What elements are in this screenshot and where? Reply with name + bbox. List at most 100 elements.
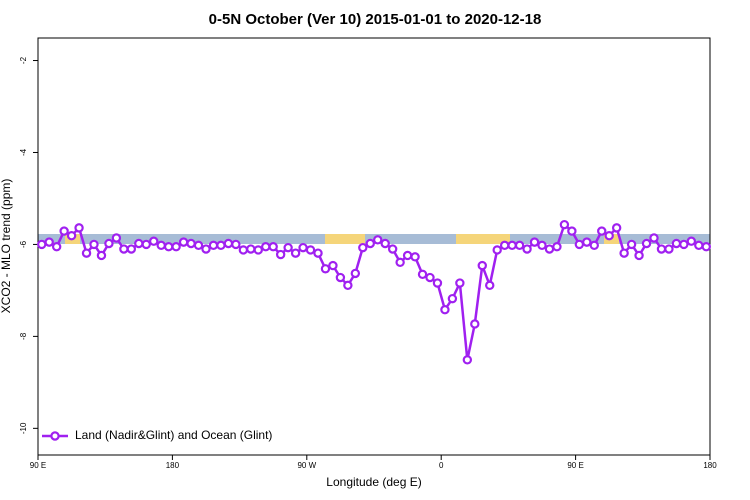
- data-point: [268, 242, 278, 252]
- data-point: [231, 239, 241, 250]
- data-point: [544, 244, 555, 254]
- chart-title: 0-5N October (Ver 10) 2015-01-01 to 2020…: [209, 11, 542, 28]
- data-point: [134, 238, 144, 249]
- data-point: [216, 240, 226, 251]
- data-point: [104, 238, 114, 249]
- data-point: [313, 248, 323, 258]
- data-point: [470, 319, 480, 329]
- data-point: [59, 226, 69, 236]
- data-point: [582, 237, 592, 247]
- y-tick-label: -8: [19, 332, 28, 340]
- data-point: [664, 244, 674, 254]
- y-axis-title: XCO2 - MLO trend (ppm): [0, 179, 13, 314]
- data-point: [193, 240, 204, 251]
- data-point: [298, 242, 308, 253]
- data-point: [402, 250, 413, 261]
- data-point: [74, 223, 84, 233]
- data-point: [343, 280, 353, 291]
- data-point: [141, 239, 151, 250]
- x-tick-label: 90 E: [30, 461, 46, 470]
- data-point: [253, 245, 263, 255]
- data-point: [238, 245, 249, 255]
- data-point: [552, 242, 562, 252]
- data-point: [178, 237, 189, 247]
- data-point: [417, 269, 428, 280]
- data-point: [656, 244, 667, 254]
- data-point: [485, 280, 495, 291]
- data-point: [574, 239, 585, 250]
- data-point: [694, 240, 704, 251]
- data-point: [350, 268, 361, 279]
- data-point: [37, 239, 47, 250]
- data-point: [163, 242, 174, 252]
- data-point: [208, 240, 219, 251]
- data-point: [373, 235, 383, 245]
- data-point: [626, 239, 637, 250]
- x-tick-label: 180: [703, 461, 717, 470]
- land-band: [325, 234, 365, 244]
- data-point: [537, 240, 547, 251]
- data-point: [149, 236, 159, 246]
- data-point: [119, 244, 129, 254]
- x-tick-label: 0: [439, 461, 444, 470]
- data-point: [66, 230, 77, 241]
- data-point: [455, 278, 465, 288]
- data-point: [275, 249, 286, 260]
- data-point: [246, 244, 256, 254]
- data-point: [335, 272, 346, 283]
- data-point: [559, 219, 570, 230]
- data-point: [186, 238, 196, 249]
- data-point: [425, 272, 435, 283]
- data-point: [619, 248, 629, 258]
- data-point: [387, 244, 398, 254]
- data-point: [44, 237, 54, 247]
- data-point: [514, 240, 525, 251]
- x-tick-label: 90 E: [567, 461, 583, 470]
- data-point: [492, 245, 502, 255]
- data-point: [81, 248, 92, 258]
- data-point: [328, 260, 338, 271]
- data-point: [686, 236, 697, 246]
- data-point: [410, 252, 420, 262]
- data-point: [358, 242, 368, 253]
- data-point: [649, 233, 659, 243]
- x-axis-title: Longitude (deg E): [326, 475, 421, 489]
- data-point: [51, 242, 62, 252]
- data-point: [499, 240, 510, 251]
- data-point: [171, 242, 181, 252]
- data-point: [290, 248, 301, 258]
- data-point: [611, 223, 622, 233]
- data-point: [111, 233, 122, 243]
- data-point: [522, 244, 532, 254]
- data-point: [305, 245, 316, 255]
- x-tick-label: 180: [166, 461, 180, 470]
- data-point: [89, 239, 99, 250]
- data-point: [529, 237, 540, 247]
- data-point: [126, 244, 137, 254]
- data-point: [365, 238, 375, 249]
- y-tick-label: -10: [19, 422, 28, 434]
- data-point: [507, 240, 517, 251]
- y-tick-label: -4: [19, 148, 28, 156]
- y-tick-label: -6: [19, 240, 28, 248]
- data-point: [447, 293, 458, 304]
- y-tick-label: -2: [19, 56, 28, 64]
- data-point: [223, 238, 234, 249]
- land-band: [456, 234, 510, 244]
- data-point: [432, 278, 443, 288]
- legend-label: Land (Nadir&Glint) and Ocean (Glint): [75, 428, 272, 442]
- data-point: [261, 242, 271, 252]
- x-tick-label: 90 W: [297, 461, 316, 470]
- data-point: [641, 238, 652, 249]
- data-point: [604, 230, 614, 241]
- data-point: [395, 257, 405, 268]
- data-point: [701, 242, 711, 252]
- data-point: [380, 238, 390, 249]
- data-point: [671, 238, 682, 249]
- data-point: [462, 355, 473, 365]
- data-point: [589, 240, 599, 251]
- data-point: [96, 250, 107, 261]
- data-point: [634, 250, 644, 261]
